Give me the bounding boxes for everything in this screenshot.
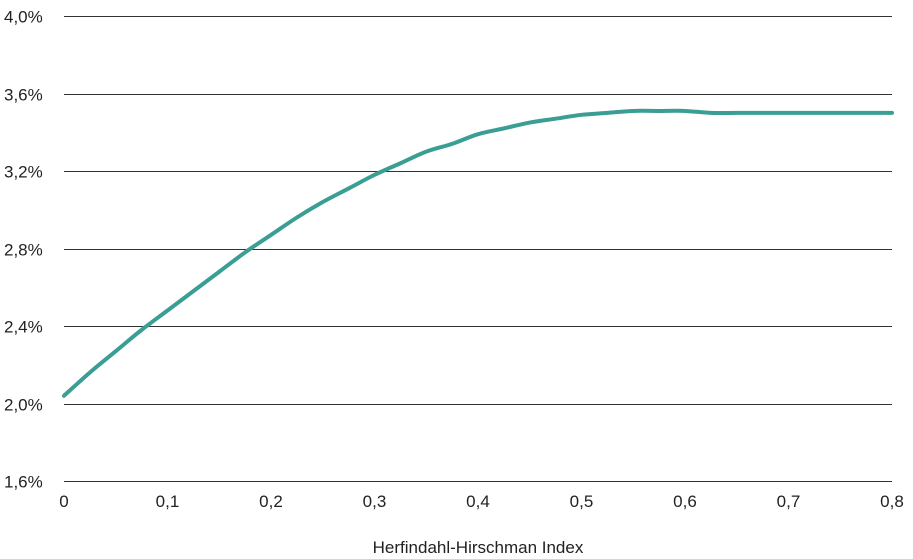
x-tick-label: 0,1 <box>156 492 180 511</box>
x-tick-label: 0,3 <box>363 492 387 511</box>
x-tick-label: 0,8 <box>880 492 904 511</box>
series-line-0 <box>62 108 894 398</box>
y-tick-label: 3,6% <box>4 86 43 105</box>
y-tick-label: 2,0% <box>4 396 43 415</box>
series-layer <box>62 108 894 398</box>
y-tick-label: 4,0% <box>4 8 43 27</box>
x-axis-title: Herfindahl-Hirschman Index <box>373 538 584 557</box>
y-axis-tick-labels: 1,6% 2,0% 2,4% 2,8% 3,2% 3,6% 4,0% <box>4 8 43 492</box>
x-axis-tick-labels: 0 0,1 0,2 0,3 0,4 0,5 0,6 0,7 0,8 <box>59 492 904 511</box>
x-tick-label: 0 <box>59 492 68 511</box>
y-tick-label: 3,2% <box>4 163 43 182</box>
y-tick-label: 2,8% <box>4 241 43 260</box>
x-tick-label: 0,4 <box>466 492 490 511</box>
y-tick-label: 1,6% <box>4 473 43 492</box>
x-tick-label: 0,6 <box>673 492 697 511</box>
grid-lines <box>64 16 892 482</box>
x-tick-label: 0,5 <box>570 492 594 511</box>
x-tick-label: 0,2 <box>259 492 283 511</box>
y-tick-label: 2,4% <box>4 318 43 337</box>
x-tick-label: 0,7 <box>777 492 801 511</box>
